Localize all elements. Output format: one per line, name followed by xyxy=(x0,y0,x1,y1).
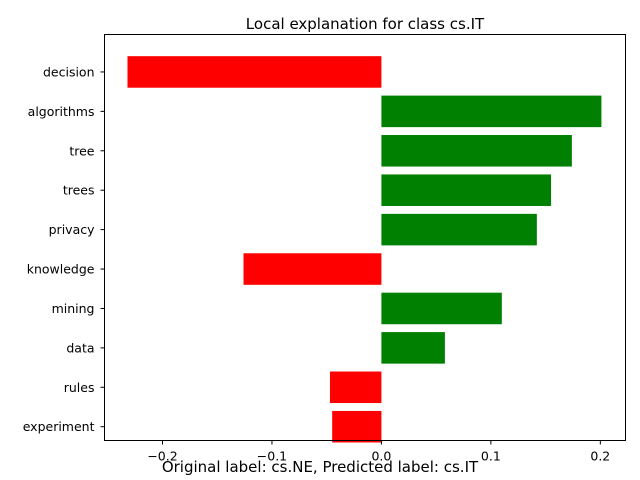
y-tick-label: knowledge xyxy=(27,262,95,277)
bar-mining xyxy=(381,292,502,325)
bar-experiment xyxy=(332,410,382,443)
y-tick-label: data xyxy=(66,340,94,355)
x-axis-ticks: −0.2 −0.1 0.0 0.1 0.2 xyxy=(147,440,610,464)
bar-decision xyxy=(127,56,382,88)
bar-knowledge xyxy=(243,253,382,285)
bar-data xyxy=(381,332,445,364)
y-tick-label: experiment xyxy=(23,419,95,434)
y-tick-label: privacy xyxy=(49,222,95,237)
bar-algorithms xyxy=(381,95,602,128)
y-tick-label: tree xyxy=(69,143,94,158)
y-tick-label: decision xyxy=(43,64,95,79)
plot-frame xyxy=(104,34,626,441)
bar-rules xyxy=(329,371,382,404)
bar-privacy xyxy=(381,213,537,246)
bars-group xyxy=(127,56,602,443)
chart-title: Local explanation for class cs.IT xyxy=(246,15,485,33)
x-tick-label: 0.0 xyxy=(371,449,391,464)
label-caption: Original label: cs.NE, Predicted label: … xyxy=(161,458,479,476)
x-tick-label: −0.2 xyxy=(147,449,177,464)
bar-tree xyxy=(381,135,572,167)
x-tick-label: −0.1 xyxy=(257,449,287,464)
y-tick-label: rules xyxy=(64,380,95,395)
bar-trees xyxy=(381,174,552,206)
y-tick-label: algorithms xyxy=(28,104,95,119)
x-tick-label: 0.1 xyxy=(481,449,501,464)
x-tick-label: 0.2 xyxy=(590,449,610,464)
y-axis-ticks: decision algorithms tree trees privacy knowle… xyxy=(23,64,105,434)
y-tick-label: mining xyxy=(52,301,95,316)
y-tick-label: trees xyxy=(63,183,95,198)
